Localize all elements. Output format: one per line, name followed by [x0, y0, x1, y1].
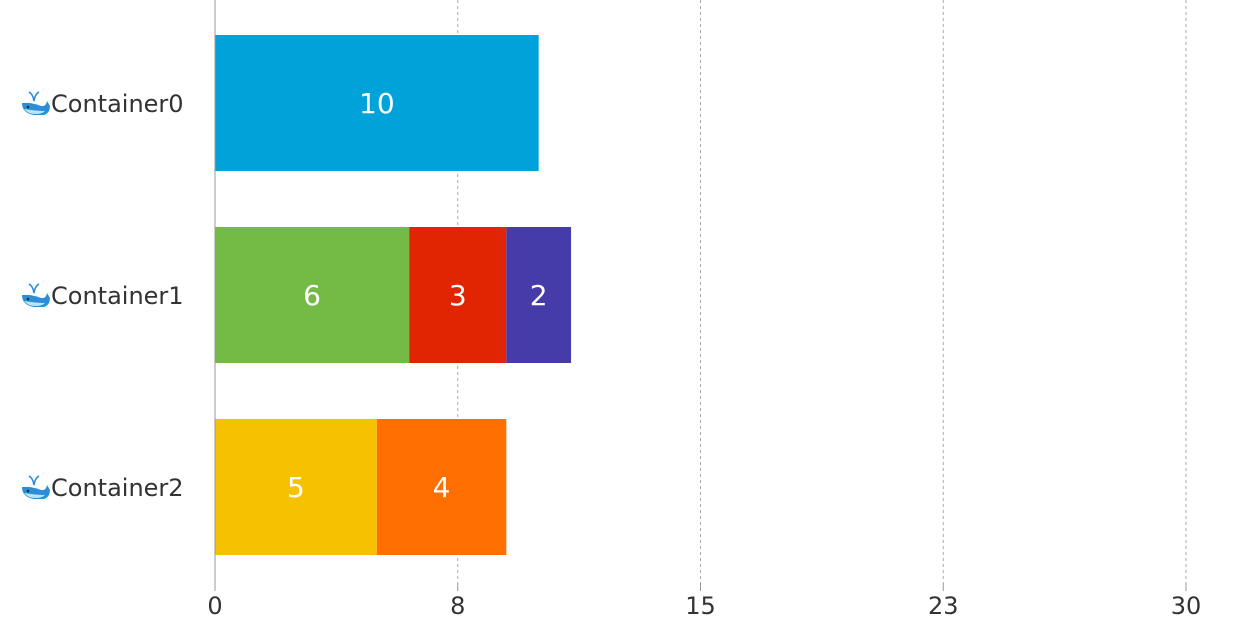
category-label: Container0: [51, 90, 184, 118]
bar-container1-segment-0: [215, 227, 410, 363]
bar-value-label: 10: [359, 87, 395, 120]
bar-value-label: 3: [449, 279, 467, 312]
category-container2: Container2: [22, 474, 184, 502]
category-labels: Container0 Container1 Container2: [22, 90, 184, 502]
tick-label-0: 0: [207, 592, 222, 620]
bar-container1-segment-1: [409, 227, 507, 363]
category-label: Container2: [51, 474, 184, 502]
whale-icon: [22, 475, 50, 499]
x-axis-ticks: 0 8 15 23 30: [207, 583, 1201, 620]
category-label: Container1: [51, 282, 184, 310]
category-container1: Container1: [22, 282, 184, 310]
bar-value-label: 4: [433, 471, 451, 504]
tick-label-15: 15: [685, 592, 716, 620]
bar-value-label: 6: [303, 279, 321, 312]
whale-icon: [22, 283, 50, 307]
bar-value-labels: 10 6 3 2 5 4: [287, 87, 548, 504]
bar-value-label: 2: [530, 279, 548, 312]
tick-label-23: 23: [928, 592, 959, 620]
bar-container2-segment-1: [376, 419, 507, 555]
tick-label-30: 30: [1171, 592, 1202, 620]
whale-icon: [22, 91, 50, 115]
tick-label-8: 8: [450, 592, 465, 620]
bar-container1-segment-2: [506, 227, 572, 363]
bar-value-label: 5: [287, 471, 305, 504]
bar-container2-segment-0: [215, 419, 377, 555]
bars: [215, 35, 572, 555]
bar-container0-segment-0: [215, 35, 539, 171]
category-container0: Container0: [22, 90, 184, 118]
